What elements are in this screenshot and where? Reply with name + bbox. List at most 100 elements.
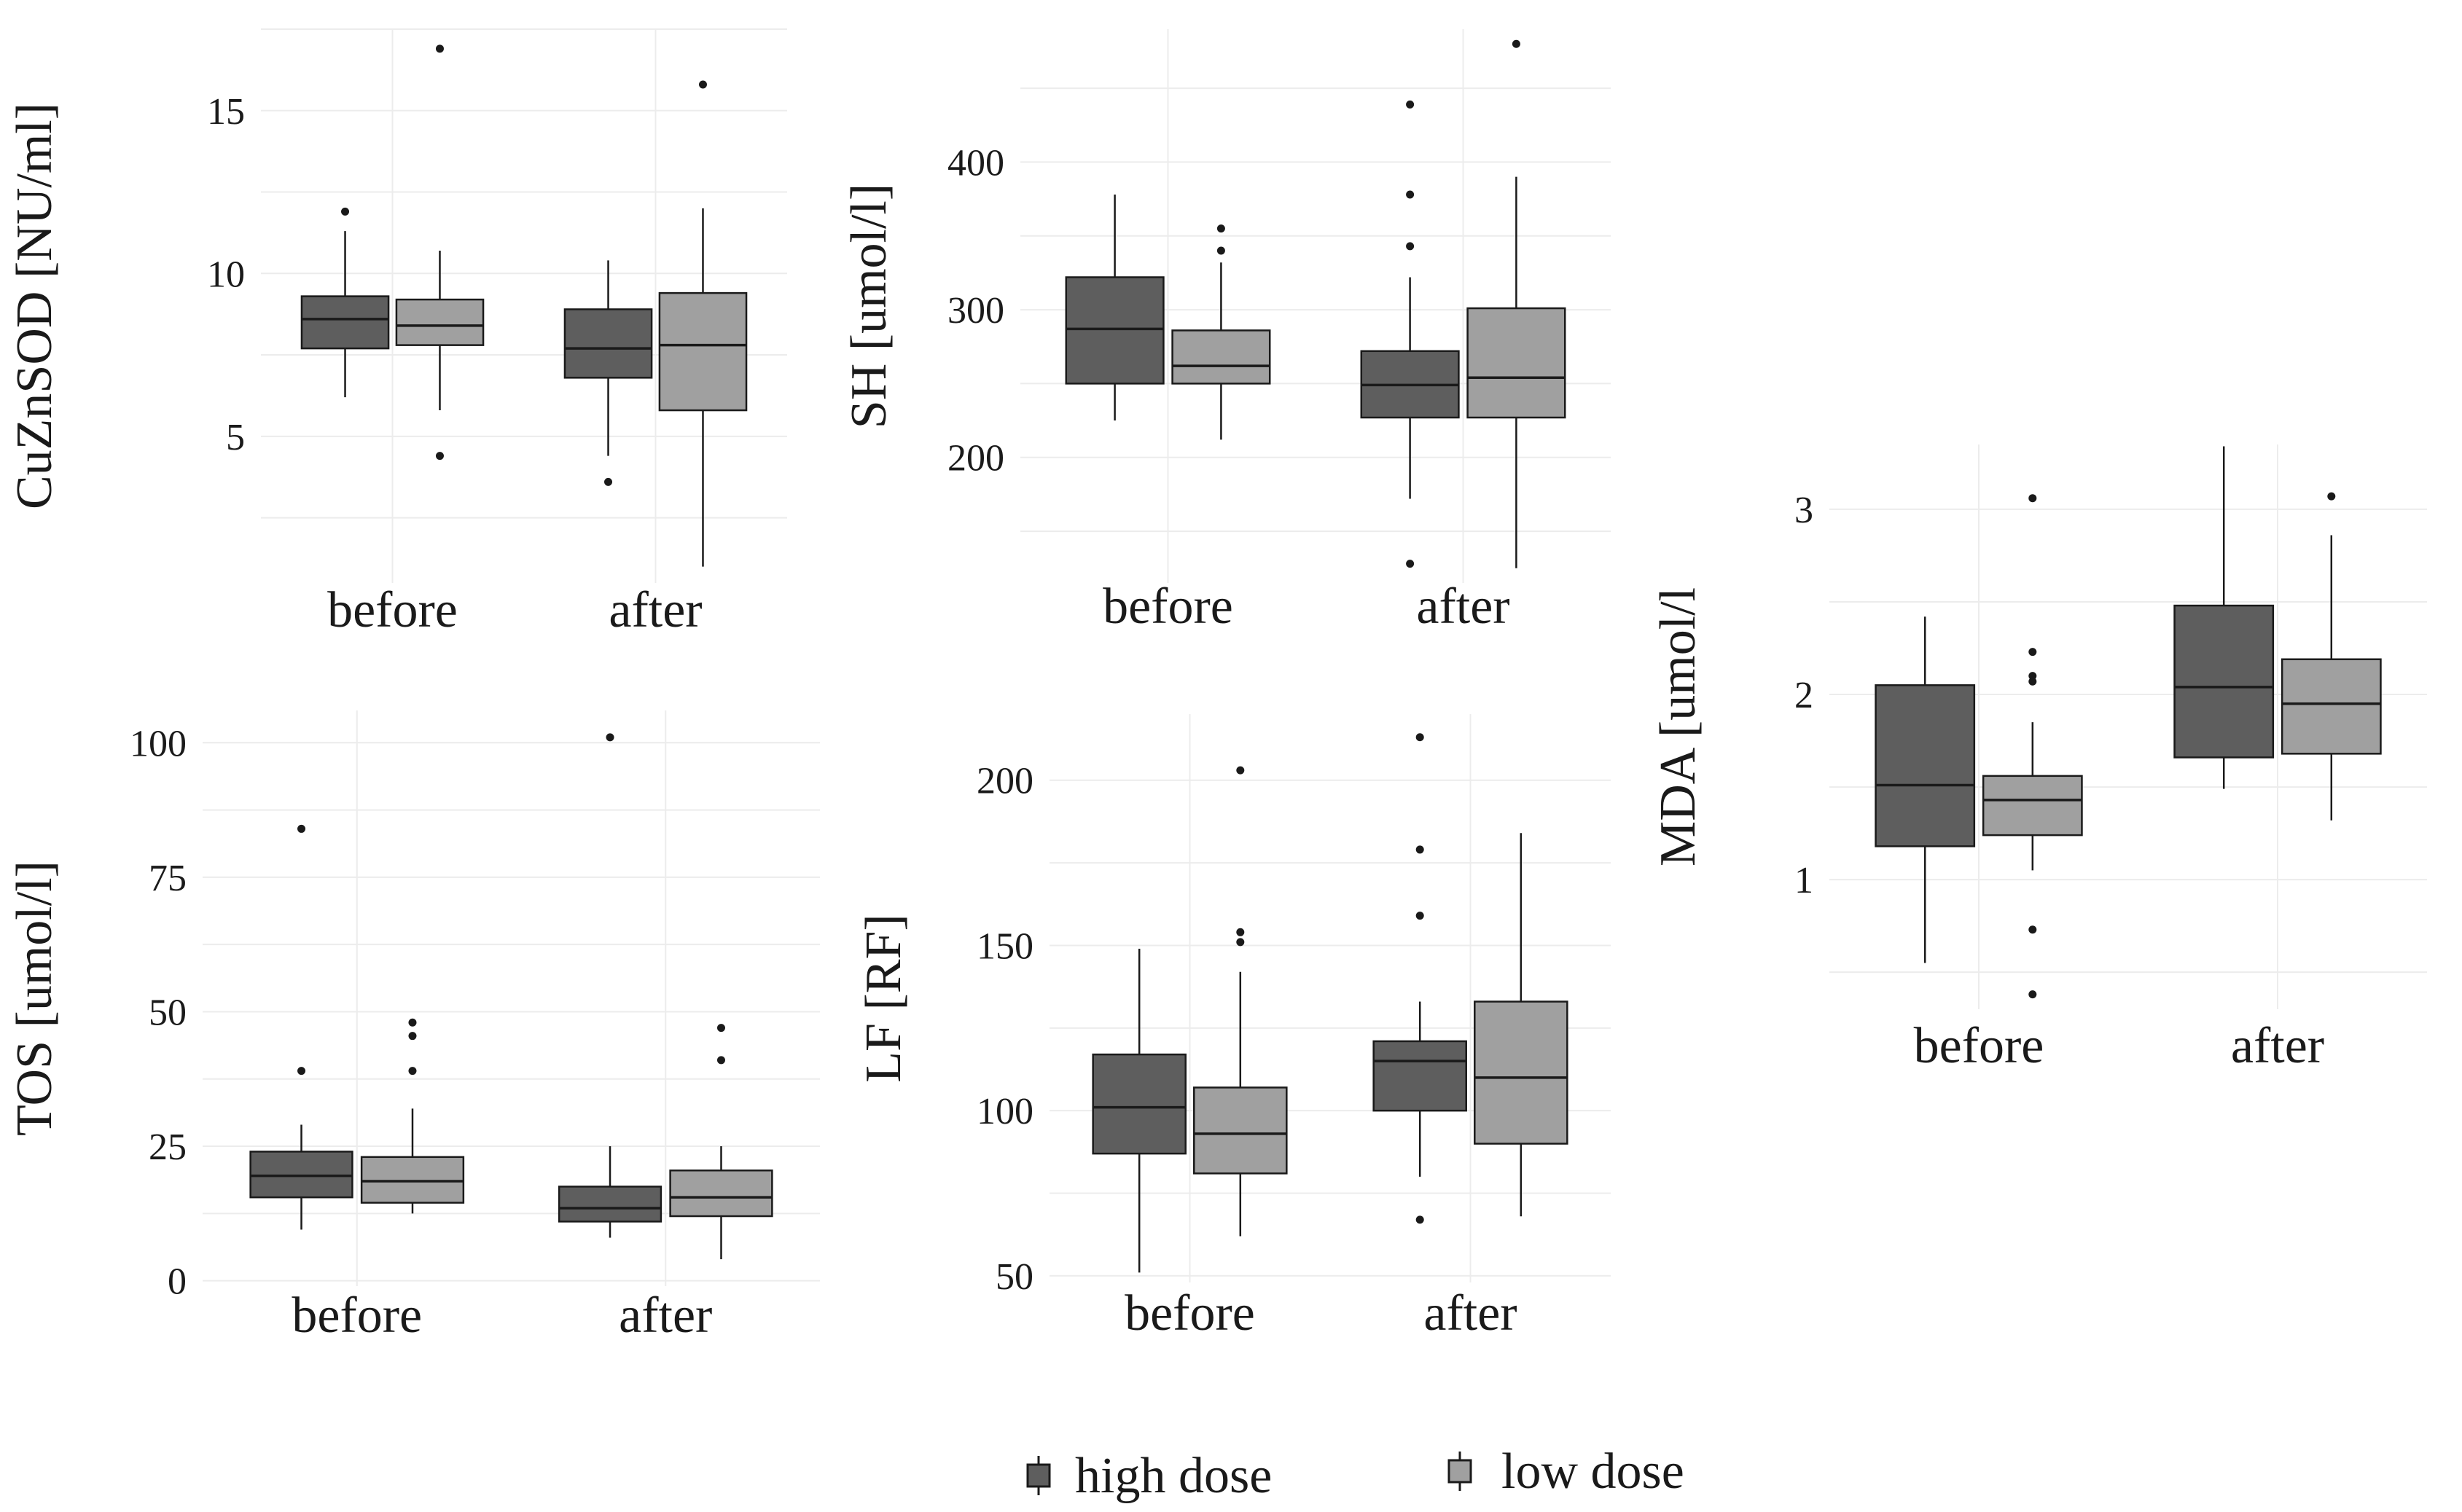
outlier-point (435, 44, 444, 53)
y-tick-label: 150 (977, 925, 1033, 967)
box-before-low-dose (395, 44, 485, 461)
y-tick-label: 15 (207, 91, 245, 133)
outlier-point (1236, 766, 1245, 775)
box-after-low-dose (658, 80, 748, 567)
x-tick-label-before: before (1914, 1018, 2044, 1074)
outlier-point (2028, 672, 2037, 681)
outlier-point (408, 1018, 417, 1027)
outlier-point (1415, 733, 1424, 742)
box-before-high-dose (1875, 616, 1976, 963)
box-iqr (1875, 684, 1976, 847)
box-iqr (1372, 1040, 1467, 1112)
outlier-point (435, 452, 444, 461)
y-tick-label: 10 (207, 254, 245, 295)
x-tick-labels: before after (1914, 1018, 2324, 1074)
outlier-point (297, 824, 306, 833)
box-iqr (1193, 1086, 1288, 1175)
outlier-point (341, 207, 350, 216)
x-tick-label-after: after (1416, 579, 1509, 635)
y-ticks: 5 10 15 (207, 91, 245, 458)
y-tick-label: 0 (168, 1261, 187, 1303)
outlier-point (604, 477, 613, 486)
panel-cuznsod: 5 10 15 before after CuZnSOD [NU/ml] (7, 28, 787, 638)
outlier-point (1216, 246, 1225, 255)
outlier-point (1406, 190, 1415, 199)
outlier-point (1415, 1215, 1424, 1224)
x-tick-labels: before after (292, 1288, 712, 1344)
outlier-point (408, 1032, 417, 1041)
outlier-point (1406, 242, 1415, 251)
box-iqr (1982, 775, 2083, 837)
x-tick-label-before: before (327, 582, 458, 638)
x-tick-label-after: after (619, 1288, 712, 1344)
outlier-point (1406, 560, 1415, 568)
y-tick-label: 100 (977, 1091, 1033, 1132)
box-marks (1875, 446, 2382, 999)
box-iqr (658, 291, 748, 412)
outlier-point (1415, 912, 1424, 920)
box-iqr (249, 1151, 353, 1199)
box-iqr (1065, 276, 1165, 385)
grid-lines (1050, 714, 1611, 1282)
x-tick-label-before: before (292, 1288, 422, 1344)
legend-item-high-dose: high dose (1026, 1448, 1272, 1504)
y-tick-label: 25 (149, 1127, 187, 1168)
box-after-low-dose (1474, 833, 1568, 1217)
x-tick-labels: before after (327, 582, 702, 638)
box-iqr (1171, 329, 1271, 385)
y-ticks: 200 300 400 (947, 142, 1004, 479)
y-axis-label: MDA [umol/l (1650, 587, 1706, 866)
y-tick-label: 75 (149, 858, 187, 899)
legend-label-low-dose: low dose (1501, 1444, 1684, 1500)
y-tick-label: 200 (947, 438, 1004, 479)
y-tick-label: 100 (130, 723, 187, 764)
y-tick-label: 50 (996, 1256, 1033, 1298)
y-tick-label: 300 (947, 290, 1004, 332)
box-before-high-dose (1092, 948, 1187, 1273)
y-ticks: 1 2 3 (1794, 490, 1813, 901)
box-marks (300, 44, 748, 567)
outlier-point (2028, 494, 2037, 503)
y-axis-label: SH [umol/l] (841, 184, 897, 428)
box-after-high-dose (2173, 446, 2275, 789)
y-tick-label: 1 (1794, 860, 1813, 901)
box-marks (1065, 39, 1566, 568)
outlier-point (1406, 100, 1415, 109)
y-ticks: 0 25 50 75 100 (130, 723, 187, 1302)
box-after-high-dose (563, 260, 653, 486)
x-tick-label-after: after (2231, 1018, 2324, 1074)
outlier-point (408, 1067, 417, 1076)
outlier-point (1236, 928, 1245, 936)
outlier-point (1512, 39, 1520, 48)
box-after-low-dose (669, 1024, 773, 1260)
box-after-low-dose (1466, 39, 1566, 568)
x-tick-labels: before after (1125, 1285, 1517, 1341)
box-iqr (563, 308, 653, 379)
y-tick-label: 400 (947, 142, 1004, 184)
y-tick-label: 50 (149, 992, 187, 1033)
y-tick-label: 3 (1794, 490, 1813, 531)
box-iqr (1466, 307, 1566, 419)
y-tick-label: 200 (977, 761, 1033, 802)
box-before-low-dose (1193, 766, 1288, 1237)
outlier-point (716, 1056, 725, 1065)
panel-tos: 0 25 50 75 100 before after TOS [umol/l] (7, 710, 820, 1344)
box-after-low-dose (2281, 492, 2382, 820)
box-iqr (2281, 658, 2382, 755)
box-before-low-dose (360, 1018, 465, 1214)
box-iqr (360, 1156, 465, 1204)
box-marks (1092, 733, 1568, 1273)
box-before-low-dose (1982, 494, 2083, 999)
panel-sh: 200 300 400 before after SH [umol/l] (841, 29, 1611, 635)
outlier-point (297, 1067, 306, 1076)
box-marks (249, 733, 773, 1260)
outlier-point (1415, 845, 1424, 854)
box-iqr (1474, 1000, 1568, 1145)
box-iqr (2173, 604, 2275, 759)
box-before-high-dose (249, 824, 353, 1230)
y-axis-label: CuZnSOD [NU/ml] (7, 103, 63, 509)
box-before-high-dose (1065, 194, 1165, 421)
box-before-high-dose (300, 207, 390, 398)
panel-mda: 1 2 3 before after MDA [umol/l (1650, 444, 2427, 1074)
